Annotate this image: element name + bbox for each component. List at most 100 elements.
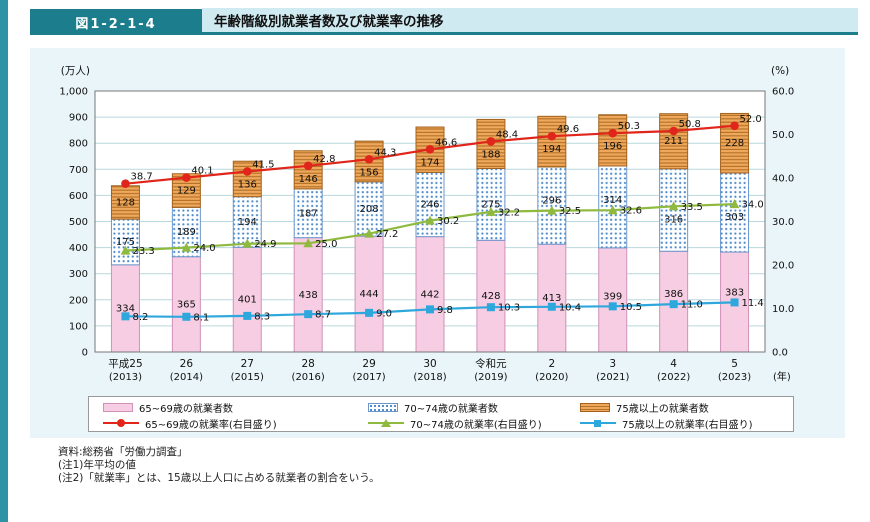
square-marker-icon	[365, 308, 374, 317]
rate-value-label: 44.3	[374, 147, 396, 158]
bar-segment-2	[415, 171, 445, 238]
x-axis-sub-label: (2015)	[231, 372, 264, 383]
rate-value-label: 23.3	[132, 246, 154, 257]
bar-segment-1	[598, 247, 628, 353]
circle-marker-icon	[182, 173, 191, 182]
circle-marker-icon	[303, 161, 313, 171]
bar-value-label: 386	[664, 289, 683, 300]
source-note: 資料:総務省「労働力調査」	[58, 446, 188, 458]
bar-value-label: 316	[664, 214, 683, 225]
left-accent-bar	[0, 0, 8, 522]
circle-marker-icon	[608, 128, 618, 138]
square-marker-icon	[608, 302, 617, 311]
circle-marker-icon	[669, 126, 678, 136]
note-1: (注1)年平均の値	[58, 459, 136, 471]
left-axis-unit: (万人)	[61, 65, 90, 77]
bar-value-label: 365	[177, 299, 196, 310]
right-axis-tick: 20.0	[772, 261, 794, 272]
rate-value-label: 10.4	[559, 302, 581, 313]
triangle-marker-icon	[729, 199, 740, 209]
bar-value-label: 146	[299, 174, 318, 185]
x-axis-label: 5	[731, 358, 738, 370]
legend-item-line-75plus: 75歳以上の就業率(右目盛り)	[580, 416, 793, 431]
triangle-marker-icon	[303, 238, 313, 248]
rate-value-label: 50.3	[618, 121, 640, 132]
rate-value-label: 42.8	[313, 154, 335, 165]
left-axis-tick: 600	[69, 191, 88, 202]
rate-value-label: 49.6	[557, 124, 579, 135]
x-axis-label: 27	[241, 358, 254, 370]
bar-segment-1	[415, 236, 445, 353]
bar-value-label: 438	[299, 290, 318, 301]
bar-value-label: 246	[420, 200, 439, 211]
rate-value-label: 10.5	[620, 302, 642, 313]
triangle-marker-icon	[486, 206, 496, 216]
rate-value-label: 34.0	[742, 200, 764, 211]
x-axis-sub-label: (2013)	[109, 372, 142, 383]
plot-border	[94, 90, 766, 353]
bar-value-label: 228	[725, 138, 744, 149]
rate-value-label: 33.5	[681, 202, 703, 213]
square-marker-icon	[304, 310, 313, 319]
x-axis-sub-label: (2021)	[596, 372, 629, 383]
bar-segment-1	[110, 264, 140, 353]
legend-item-line-65-69: 65~69歳の就業率(右目盛り)	[103, 416, 368, 431]
x-axis-sub-label: (2017)	[352, 372, 385, 383]
note-2: (注2)「就業率」とは、15歳以上人口に占める就業者の割合をいう。	[58, 472, 380, 484]
legend-item-bar-65-69: 65~69歳の就業者数	[103, 400, 368, 415]
triangle-marker-icon	[381, 419, 391, 427]
triangle-marker-icon	[547, 205, 557, 215]
rate-value-label: 11.0	[681, 300, 703, 311]
triangle-marker-icon	[364, 228, 374, 238]
chart-plot: 3341751283651891294011941364381871464442…	[59, 65, 794, 383]
page-title: 年齢階級別就業者数及び就業率の推移	[214, 14, 444, 30]
legend-swatch-bar-75plus	[580, 402, 610, 412]
x-axis-sub-label: (2022)	[657, 372, 690, 383]
legend-swatch-bar-65-69	[103, 402, 133, 412]
legend-swatch-line-70-74	[368, 418, 404, 428]
bar-segment-1	[293, 237, 323, 353]
bar-segment-3	[537, 115, 567, 168]
footnotes: 資料:総務省「労働力調査」 (注1)年平均の値 (注2)「就業率」とは、15歳以…	[58, 446, 380, 485]
bar-value-label: 401	[238, 295, 257, 306]
rate-value-label: 24.0	[193, 243, 215, 254]
bar-value-label: 442	[420, 289, 439, 300]
chart-panel: 334 175 128 365 189 129 401 194 136 438 187 146 444 2…	[30, 48, 845, 438]
circle-marker-icon	[117, 419, 125, 427]
bar-segment-2	[293, 188, 323, 239]
legend-swatch-bar-70-74	[368, 402, 398, 412]
rate-value-label: 50.8	[679, 119, 701, 130]
bar-value-label: 296	[542, 196, 561, 207]
triangle-marker-icon	[181, 242, 192, 252]
bar-value-label: 189	[177, 227, 196, 238]
bar-segment-3	[659, 113, 689, 170]
right-axis-tick: 30.0	[772, 217, 794, 228]
circle-marker-icon	[547, 131, 557, 141]
circle-marker-icon	[730, 121, 739, 131]
right-axis-tick: 50.0	[772, 130, 794, 141]
bar-segment-2	[720, 172, 750, 253]
triangle-marker-icon	[120, 245, 131, 255]
rate-value-label: 46.6	[435, 137, 457, 148]
circle-marker-icon	[242, 167, 252, 176]
chart-legend: 65~69歳の就業者数 70~74歳の就業者数 75歳以上の就業者数 65~69…	[88, 396, 794, 432]
bar-segment-2	[537, 166, 567, 245]
square-marker-icon	[426, 305, 434, 314]
triangle-marker-icon	[242, 238, 253, 248]
bar-segment-2	[354, 181, 384, 237]
x-axis-sub-label: (2019)	[474, 372, 507, 383]
rate-value-label: 8.3	[254, 311, 270, 322]
left-axis-tick: 400	[69, 243, 88, 254]
x-axis-sub-label: (2016)	[292, 372, 325, 383]
rate-value-label: 8.7	[315, 310, 331, 321]
square-marker-icon	[730, 298, 739, 307]
rate-value-label: 24.9	[254, 239, 276, 250]
square-marker-icon	[243, 311, 252, 320]
rate-value-label: 11.4	[742, 298, 764, 309]
bar-segment-3	[110, 185, 140, 220]
triangle-marker-icon	[668, 201, 679, 211]
rate-value-label: 48.4	[496, 129, 518, 140]
x-axis-label: 26	[180, 358, 194, 370]
bar-segment-1	[354, 235, 384, 353]
legend-swatch-line-75plus	[580, 418, 616, 428]
